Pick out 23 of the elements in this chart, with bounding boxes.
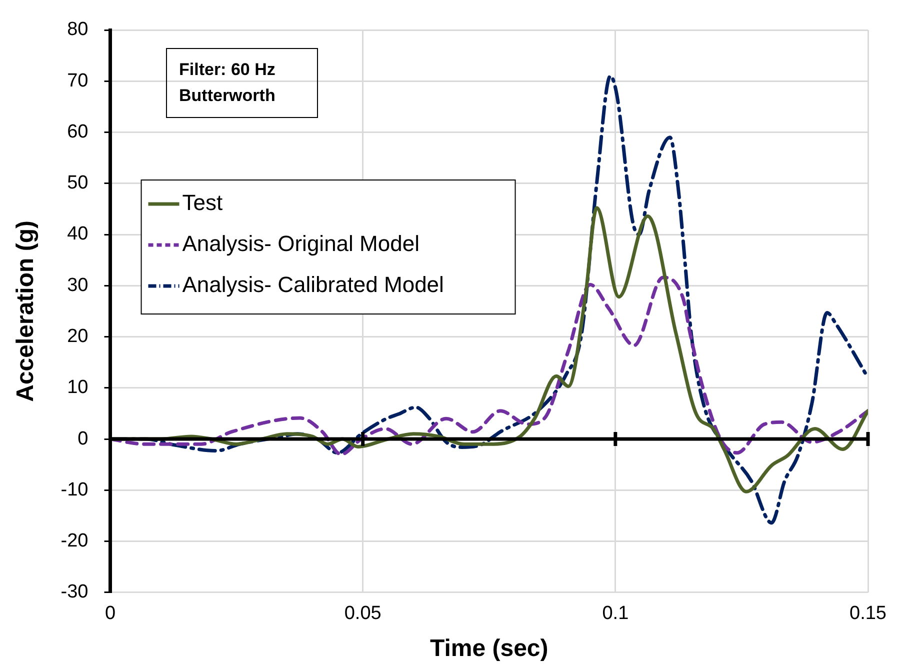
legend-label: Test bbox=[182, 190, 223, 216]
line-series bbox=[110, 276, 868, 456]
legend-label: Analysis- Original Model bbox=[182, 231, 420, 256]
y-tick-label: -10 bbox=[60, 479, 88, 500]
x-axis-title: Time (sec) bbox=[430, 635, 548, 662]
annotation: Filter: 60 Hz Butterworth bbox=[166, 48, 318, 118]
y-tick-label: 50 bbox=[67, 172, 88, 194]
y-tick-label: 10 bbox=[67, 377, 88, 398]
y-tick-label: 60 bbox=[67, 121, 88, 142]
y-tick-label: 30 bbox=[67, 274, 88, 296]
y-tick-label: 20 bbox=[67, 326, 88, 347]
y-tick-label: -30 bbox=[60, 582, 88, 603]
x-tick-label: 0 bbox=[104, 603, 116, 624]
legend-label: Analysis- Calibrated Model bbox=[182, 272, 444, 298]
y-tick-label: 70 bbox=[67, 70, 88, 92]
x-tick-label: 0.15 bbox=[850, 603, 886, 624]
y-tick-label: 0 bbox=[78, 428, 88, 450]
x-tick-label: 0.1 bbox=[602, 603, 629, 624]
y-tick-label: 40 bbox=[67, 224, 88, 245]
y-tick-label: 80 bbox=[67, 19, 88, 40]
y-tick-label: -20 bbox=[60, 530, 88, 552]
x-tick-label: 0.05 bbox=[344, 603, 382, 624]
y-axis-title: Acceleration (g) bbox=[12, 220, 40, 402]
